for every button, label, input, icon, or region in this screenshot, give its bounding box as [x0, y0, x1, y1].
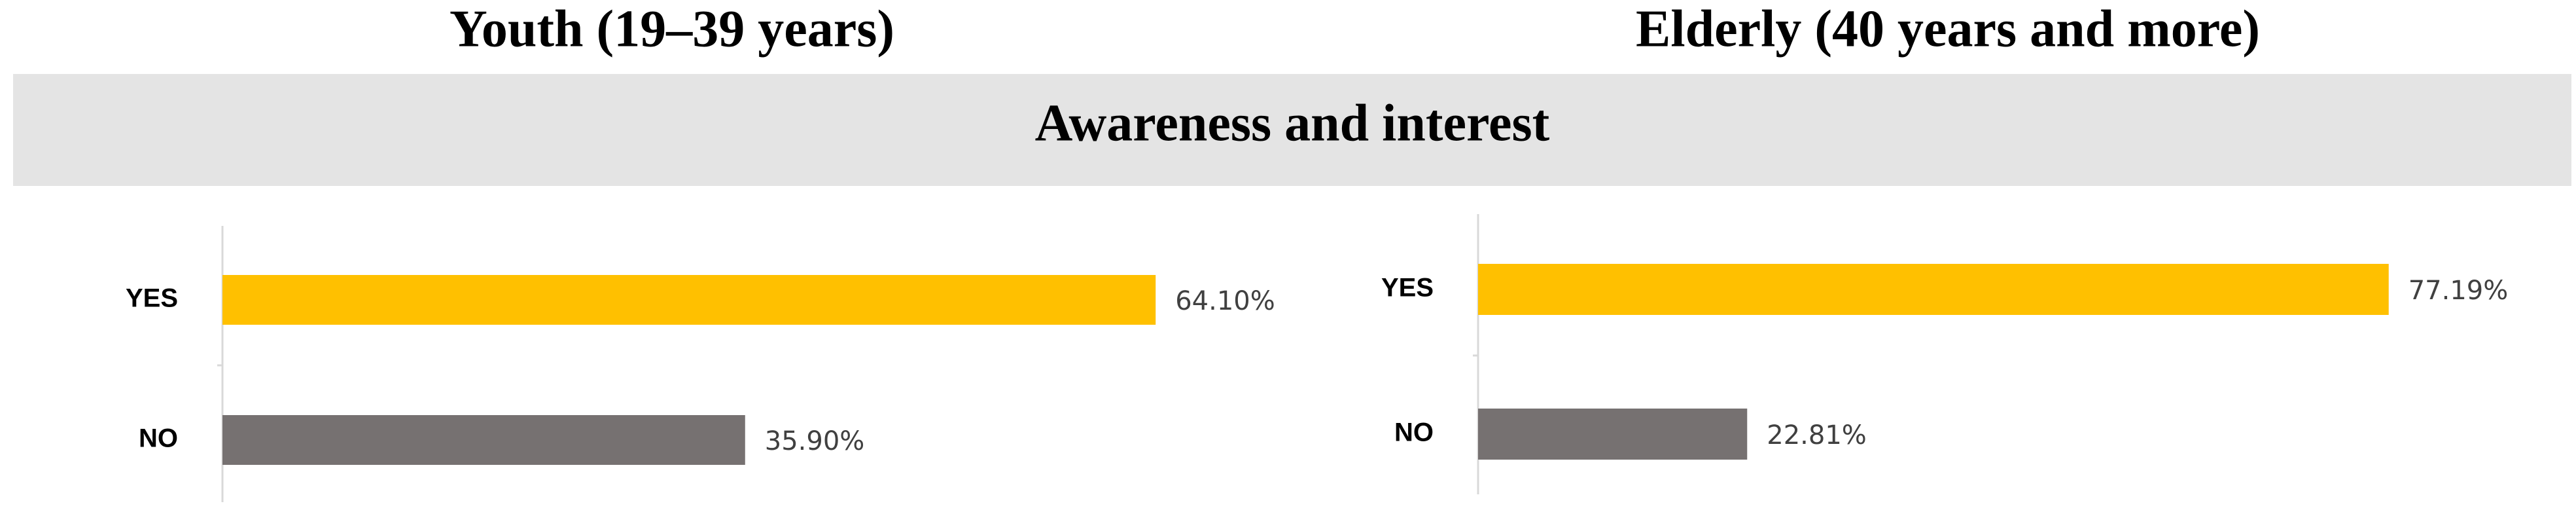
- bar: [1478, 409, 1748, 460]
- value-label: 35.90%: [765, 426, 865, 456]
- bar: [222, 415, 745, 465]
- bar: [1478, 264, 2389, 315]
- category-label: NO: [139, 424, 178, 453]
- value-label: 64.10%: [1175, 286, 1275, 316]
- category-label: YES: [126, 284, 178, 313]
- section-title: Awareness and interest: [1035, 94, 1550, 152]
- chart-title: Elderly (40 years and more): [1636, 0, 2260, 58]
- category-label: NO: [1394, 418, 1434, 447]
- section-band: [13, 74, 2571, 186]
- chart-title: Youth (19–39 years): [450, 0, 894, 58]
- category-label: YES: [1381, 274, 1434, 302]
- bar: [222, 275, 1156, 325]
- value-label: 77.19%: [2408, 276, 2509, 306]
- value-label: 22.81%: [1767, 420, 1867, 450]
